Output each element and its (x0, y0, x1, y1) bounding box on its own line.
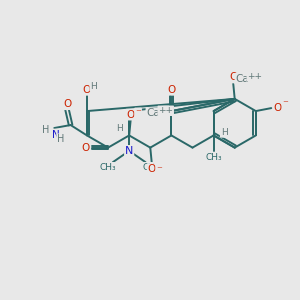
Text: CH₃: CH₃ (205, 153, 222, 162)
Text: O: O (229, 73, 237, 82)
Text: O: O (81, 142, 89, 153)
Text: O: O (148, 164, 156, 174)
Text: ⁻: ⁻ (238, 71, 244, 81)
Text: CH₃: CH₃ (100, 163, 116, 172)
Text: ⁻: ⁻ (135, 108, 141, 118)
Text: O: O (63, 99, 71, 109)
Text: ++: ++ (247, 72, 262, 81)
Text: O: O (274, 103, 282, 113)
Text: Ca: Ca (146, 108, 160, 118)
Text: O: O (127, 110, 135, 120)
Text: H: H (90, 82, 97, 91)
Text: N: N (125, 146, 134, 156)
Text: H: H (116, 124, 123, 133)
Text: CH₃: CH₃ (142, 163, 159, 172)
Text: O: O (83, 85, 91, 95)
Text: ++: ++ (158, 106, 173, 115)
Text: O: O (167, 85, 175, 95)
Text: H: H (57, 134, 64, 144)
Text: Ca: Ca (236, 74, 249, 84)
Text: ⁻: ⁻ (156, 165, 162, 175)
Text: ⁻: ⁻ (283, 100, 289, 110)
Text: H: H (220, 128, 227, 137)
Text: N: N (52, 130, 60, 140)
Text: H: H (42, 125, 50, 135)
